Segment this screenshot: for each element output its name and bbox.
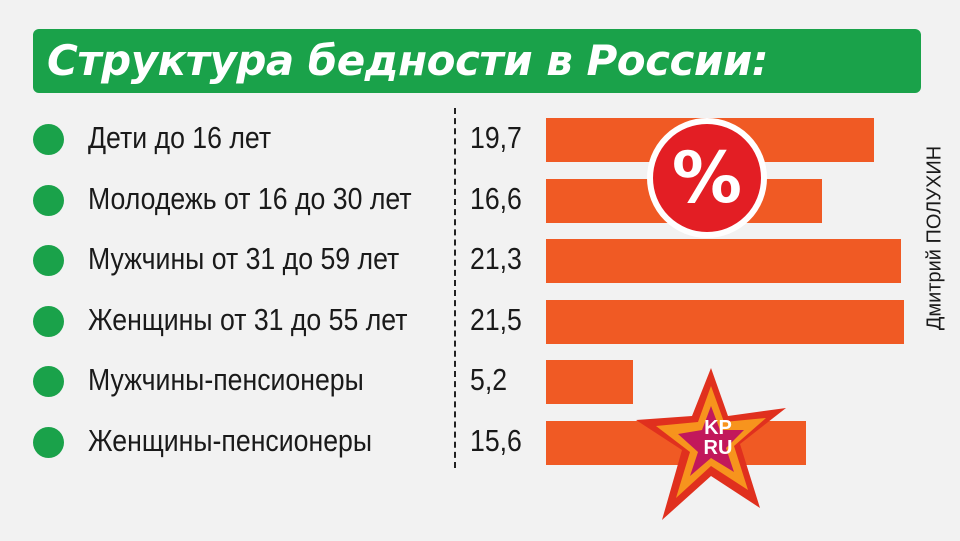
value-label: 19,7 <box>470 120 522 155</box>
category-label: Женщины-пенсионеры <box>88 422 373 458</box>
category-label: Женщины от 31 до 55 лет <box>88 301 408 337</box>
value-label: 5,2 <box>470 362 508 397</box>
chart-row: Молодежь от 16 до 30 лет 16,6 <box>0 171 960 231</box>
bullet-dot <box>33 305 64 337</box>
bullet-dot <box>33 184 64 216</box>
kp-ru-logo <box>636 368 786 520</box>
percent-symbol: % <box>671 137 743 219</box>
author-credit: Дмитрий ПОЛУХИН <box>923 145 946 331</box>
logo-text: KP RU <box>688 418 748 458</box>
bar <box>546 360 633 404</box>
chart-row: Женщины-пенсионеры 15,6 <box>0 413 960 473</box>
value-label: 21,3 <box>470 241 522 276</box>
category-label: Мужчины от 31 до 59 лет <box>88 241 400 276</box>
chart-title: Структура бедности в России: <box>47 36 769 85</box>
percent-icon: % <box>647 118 767 238</box>
value-label: 21,5 <box>470 301 522 337</box>
title-banner: Структура бедности в России: <box>33 29 921 93</box>
value-label: 16,6 <box>470 180 522 216</box>
chart-row: Женщины от 31 до 55 лет 21,5 <box>0 292 960 352</box>
bar <box>546 299 904 344</box>
logo-line-ru: RU <box>703 437 733 459</box>
category-label: Молодежь от 16 до 30 лет <box>88 180 412 216</box>
bullet-dot <box>33 366 64 397</box>
dashed-divider <box>454 108 456 468</box>
category-label: Дети до 16 лет <box>88 120 272 155</box>
bullet-dot <box>33 426 64 458</box>
bar <box>546 239 901 283</box>
chart-row: Дети до 16 лет 19,7 <box>0 110 960 170</box>
logo-line-kp: KP <box>704 417 732 439</box>
value-label: 15,6 <box>470 422 522 458</box>
bullet-dot <box>33 245 64 276</box>
chart-row: Мужчины-пенсионеры 5,2 <box>0 352 960 412</box>
bullet-dot <box>33 124 64 155</box>
chart-row: Мужчины от 31 до 59 лет 21,3 <box>0 231 960 291</box>
category-label: Мужчины-пенсионеры <box>88 362 364 397</box>
